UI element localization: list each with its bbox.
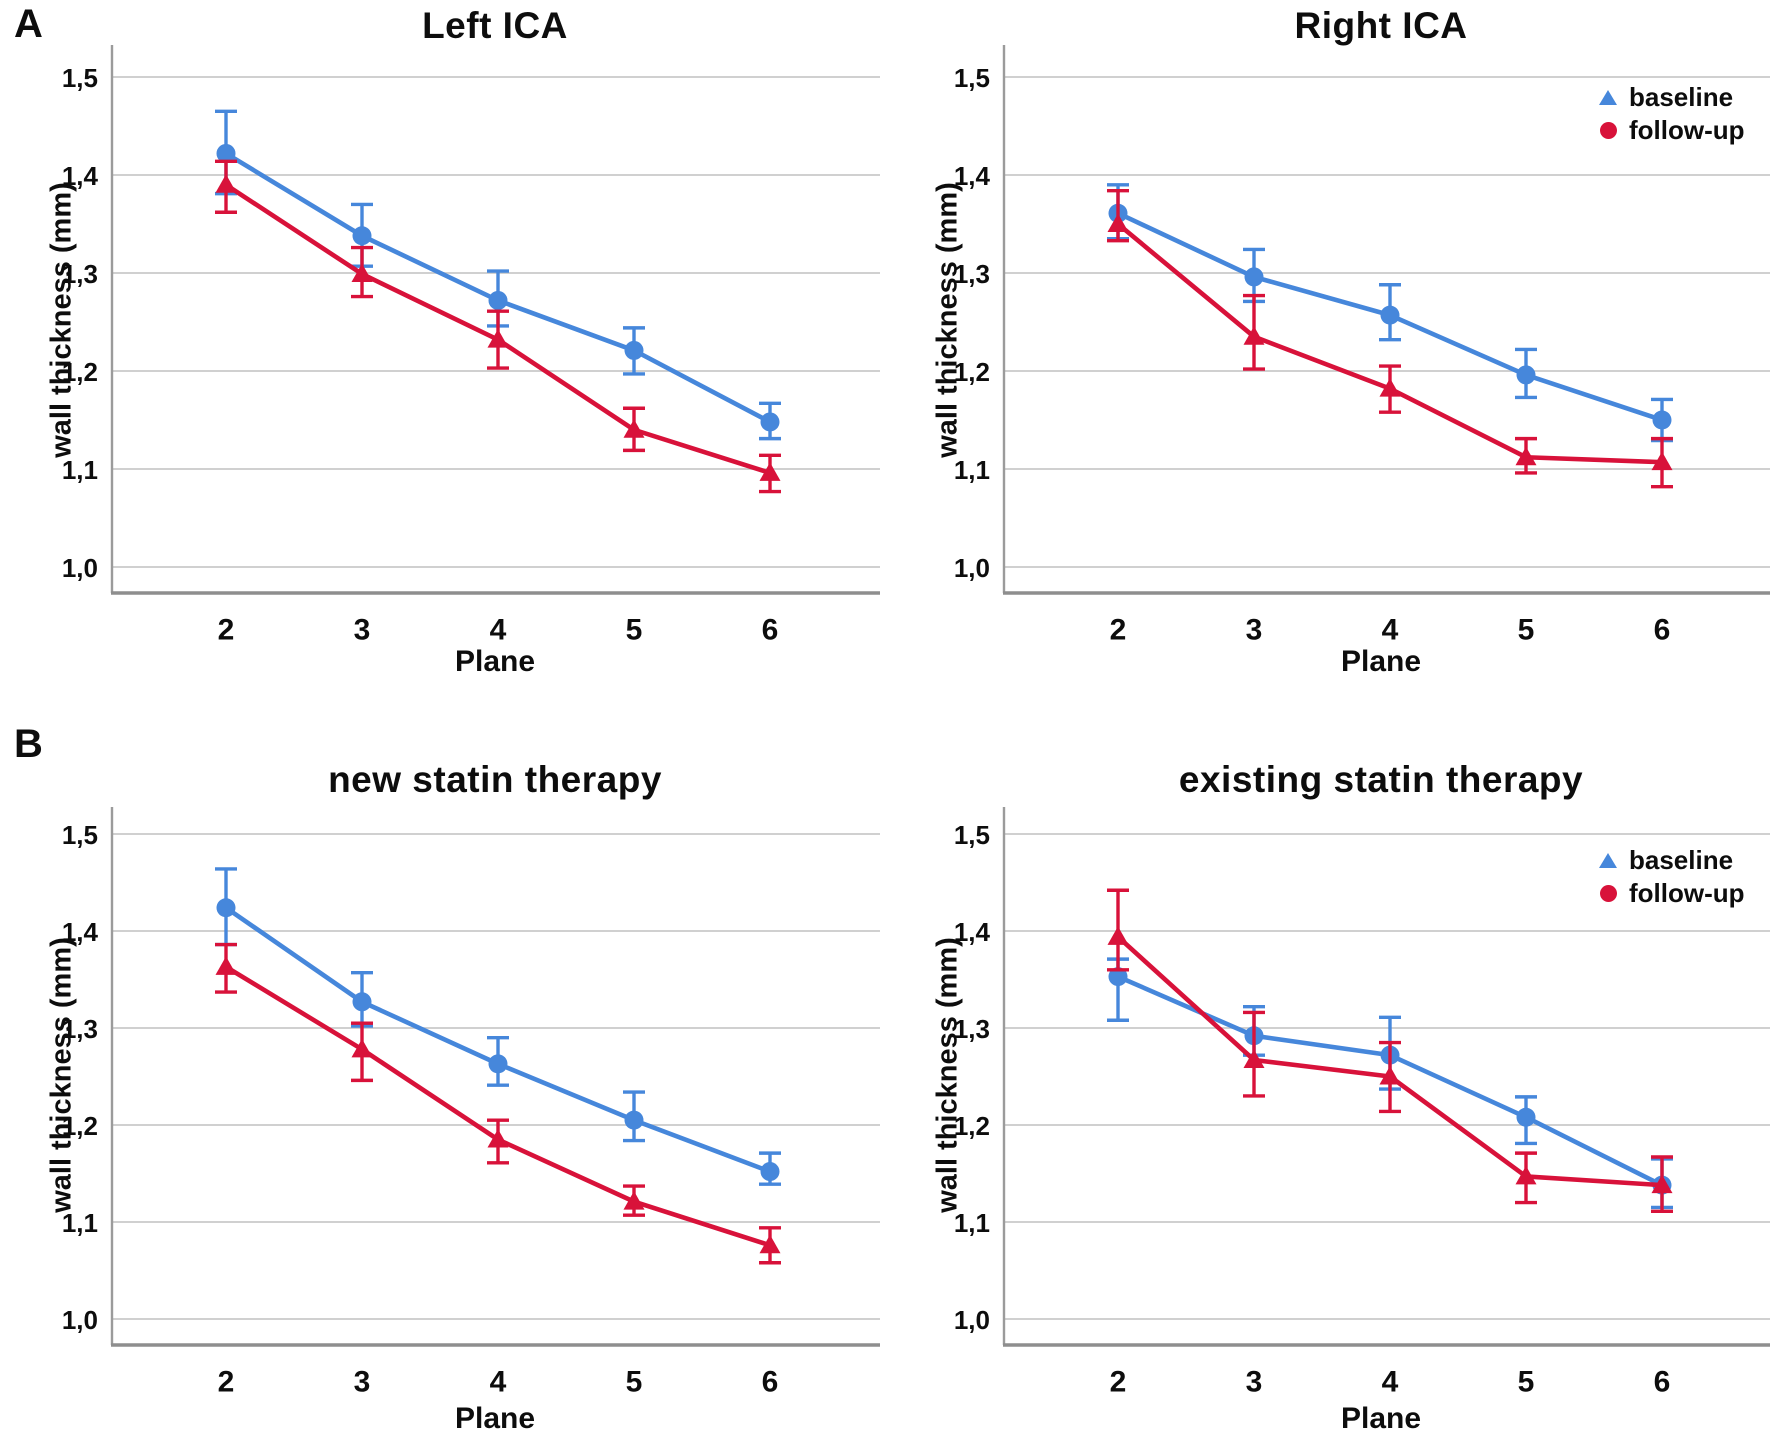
chart-title-left-ica: Left ICA bbox=[422, 5, 568, 46]
x-axis-label: Plane bbox=[1340, 1402, 1422, 1434]
svg-text:1,2: 1,2 bbox=[954, 1111, 990, 1141]
svg-text:1,3: 1,3 bbox=[62, 1014, 98, 1044]
svg-text:3: 3 bbox=[354, 1366, 371, 1399]
svg-text:5: 5 bbox=[626, 614, 643, 647]
svg-text:1,3: 1,3 bbox=[954, 1014, 990, 1044]
svg-text:4: 4 bbox=[490, 1366, 507, 1399]
svg-text:1,4: 1,4 bbox=[62, 161, 99, 191]
svg-text:4: 4 bbox=[1382, 1366, 1399, 1399]
plot-left-ica: 1,0 1,1 1,2 1,3 1,4 1,5 2 3 4 5 6 bbox=[62, 45, 880, 647]
svg-text:1,1: 1,1 bbox=[62, 1208, 98, 1238]
svg-text:1,0: 1,0 bbox=[954, 1305, 990, 1335]
svg-text:1,2: 1,2 bbox=[62, 1111, 98, 1141]
x-axis-label: Plane bbox=[454, 1402, 536, 1434]
svg-text:1,1: 1,1 bbox=[954, 1208, 990, 1238]
legend-marker-box bbox=[1598, 90, 1618, 105]
chart-right-ica: Right ICA wall thickness (mm) 1,0 1,1 1,2 1… bbox=[886, 0, 1772, 678]
legend-label-baseline: baseline bbox=[1629, 845, 1734, 875]
chart-title-new-statin: new statin therapy bbox=[328, 759, 662, 800]
svg-text:1,1: 1,1 bbox=[62, 455, 98, 485]
legend-marker-box bbox=[1598, 853, 1618, 868]
svg-text:1,4: 1,4 bbox=[954, 917, 991, 947]
legend-label-baseline: baseline bbox=[1629, 82, 1734, 112]
svg-text:1,3: 1,3 bbox=[954, 259, 990, 289]
panel-label-a: A bbox=[14, 2, 43, 46]
svg-text:1,5: 1,5 bbox=[954, 820, 990, 850]
svg-text:4: 4 bbox=[1382, 614, 1399, 647]
chart-new-statin-therapy: new statin therapy wall thickness (mm) 1… bbox=[0, 675, 886, 1434]
legend: baseline follow-up bbox=[1598, 82, 1745, 145]
svg-text:2: 2 bbox=[218, 1366, 235, 1399]
baseline-triangle-icon bbox=[1599, 90, 1617, 105]
chart-title-existing-statin: existing statin therapy bbox=[1178, 759, 1584, 800]
svg-text:5: 5 bbox=[1518, 614, 1535, 647]
svg-text:1,2: 1,2 bbox=[954, 357, 990, 387]
plot-existing-statin: 1,0 1,1 1,2 1,3 1,4 1,5 2 3 4 5 6 bbox=[954, 807, 1770, 1399]
svg-text:1,5: 1,5 bbox=[62, 63, 98, 93]
svg-text:1,3: 1,3 bbox=[62, 259, 98, 289]
plot-right-ica: 1,0 1,1 1,2 1,3 1,4 1,5 2 3 4 5 6 bbox=[954, 45, 1770, 647]
legend-label-follow-up: follow-up bbox=[1629, 115, 1745, 145]
svg-text:1,2: 1,2 bbox=[62, 357, 98, 387]
legend-label-follow-up: follow-up bbox=[1629, 878, 1745, 908]
svg-text:6: 6 bbox=[1654, 614, 1671, 647]
svg-text:2: 2 bbox=[218, 614, 235, 647]
svg-text:1,0: 1,0 bbox=[62, 553, 98, 583]
panel-label-b: B bbox=[14, 722, 43, 766]
svg-text:6: 6 bbox=[762, 1366, 779, 1399]
chart-title-right-ica: Right ICA bbox=[1294, 5, 1468, 46]
legend: baseline follow-up bbox=[1598, 845, 1745, 908]
baseline-triangle-icon bbox=[1599, 853, 1617, 868]
legend-item-follow-up: follow-up bbox=[1598, 878, 1745, 908]
legend-item-baseline: baseline bbox=[1598, 845, 1745, 875]
svg-text:6: 6 bbox=[1654, 1366, 1671, 1399]
svg-text:6: 6 bbox=[762, 614, 779, 647]
svg-text:1,4: 1,4 bbox=[954, 161, 991, 191]
svg-text:2: 2 bbox=[1110, 614, 1127, 647]
legend-marker-box bbox=[1598, 122, 1618, 139]
x-axis-label: Plane bbox=[454, 645, 536, 678]
svg-text:5: 5 bbox=[1518, 1366, 1535, 1399]
svg-text:4: 4 bbox=[490, 614, 507, 647]
svg-text:1,0: 1,0 bbox=[62, 1305, 98, 1335]
svg-text:3: 3 bbox=[1246, 1366, 1263, 1399]
svg-text:3: 3 bbox=[354, 614, 371, 647]
svg-text:5: 5 bbox=[626, 1366, 643, 1399]
follow-up-circle-icon bbox=[1599, 122, 1617, 139]
follow-up-circle-icon bbox=[1599, 885, 1617, 902]
svg-text:3: 3 bbox=[1246, 614, 1263, 647]
chart-left-ica: Left ICA wall thickness (mm) 1,0 1,1 1,2 1,… bbox=[0, 0, 886, 678]
legend-marker-box bbox=[1598, 885, 1618, 902]
svg-text:2: 2 bbox=[1110, 1366, 1127, 1399]
svg-text:1,0: 1,0 bbox=[954, 553, 990, 583]
legend-item-follow-up: follow-up bbox=[1598, 115, 1745, 145]
legend-item-baseline: baseline bbox=[1598, 82, 1745, 112]
svg-text:1,5: 1,5 bbox=[954, 63, 990, 93]
chart-existing-statin-therapy: existing statin therapy wall thickness (… bbox=[886, 675, 1772, 1434]
plot-new-statin: 1,0 1,1 1,2 1,3 1,4 1,5 2 3 4 5 6 bbox=[62, 807, 880, 1399]
svg-text:1,1: 1,1 bbox=[954, 455, 990, 485]
svg-text:1,5: 1,5 bbox=[62, 820, 98, 850]
svg-text:1,4: 1,4 bbox=[62, 917, 99, 947]
x-axis-label: Plane bbox=[1340, 645, 1422, 678]
